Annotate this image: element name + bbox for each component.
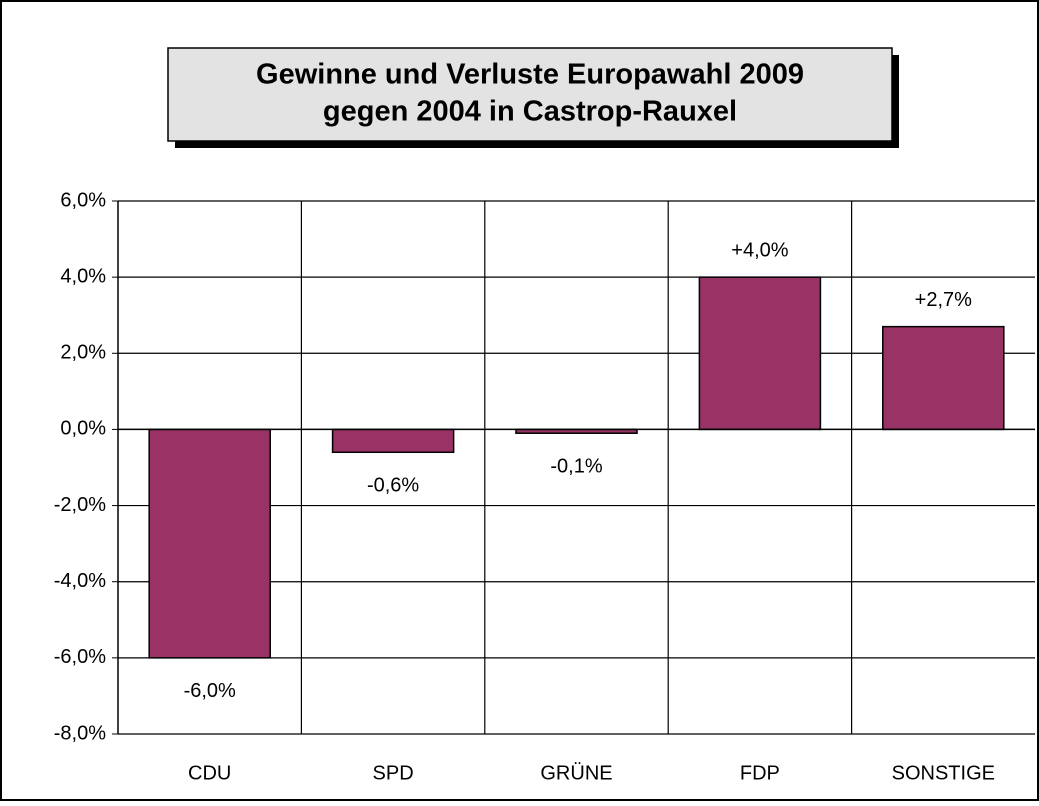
y-tick-label: -8,0% — [54, 722, 106, 744]
value-label: +4,0% — [731, 239, 788, 261]
y-tick-label: 4,0% — [60, 265, 106, 287]
value-label: -6,0% — [184, 680, 236, 702]
x-tick-label: GRÜNE — [540, 762, 612, 784]
y-tick-label: 2,0% — [60, 342, 106, 364]
x-tick-label: CDU — [188, 762, 231, 784]
x-tick-label: SPD — [373, 762, 414, 784]
title-box — [167, 47, 893, 142]
y-tick-label: 0,0% — [60, 418, 106, 440]
y-tick-label: -2,0% — [54, 494, 106, 516]
y-tick-label: -6,0% — [54, 646, 106, 668]
bar — [148, 428, 271, 659]
bar — [882, 325, 1005, 431]
value-label: -0,6% — [367, 475, 419, 497]
bar — [331, 428, 455, 454]
bar — [698, 276, 822, 431]
value-label: -0,1% — [550, 456, 602, 478]
y-tick-label: -4,0% — [54, 570, 106, 592]
x-tick-label: FDP — [740, 762, 780, 784]
value-label: +2,7% — [915, 289, 972, 311]
chart-subtitle: gegen 2004 in Castrop-Rauxel — [323, 96, 737, 128]
x-tick-label: SONSTIGE — [892, 762, 995, 784]
chart-title: Gewinne und Verluste Europawahl 2009 — [256, 59, 804, 91]
y-tick-label: 6,0% — [60, 189, 106, 211]
